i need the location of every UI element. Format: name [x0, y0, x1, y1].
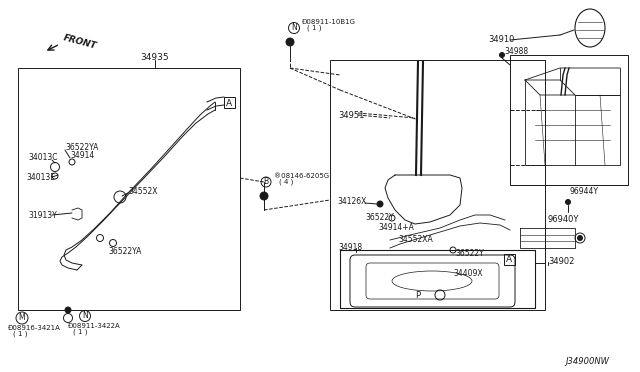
Bar [18, 68, 240, 310]
Text: 31913Y: 31913Y [28, 211, 57, 219]
Text: ( 1 ): ( 1 ) [307, 25, 321, 31]
Text: 34935: 34935 [141, 54, 170, 62]
Text: 34910: 34910 [488, 35, 515, 45]
Circle shape [286, 38, 294, 46]
Text: 34951: 34951 [338, 110, 364, 119]
Text: A: A [506, 254, 512, 263]
Circle shape [65, 307, 71, 313]
Text: 36522YA: 36522YA [65, 144, 99, 153]
Text: 34126X: 34126X [337, 198, 366, 206]
Text: 34552X: 34552X [128, 187, 157, 196]
Text: 34988: 34988 [504, 48, 528, 57]
Text: 36522Y: 36522Y [455, 250, 484, 259]
Text: B: B [264, 177, 269, 186]
Text: ®08146-6205G: ®08146-6205G [274, 173, 329, 179]
Text: 34918: 34918 [338, 244, 362, 253]
Text: A: A [226, 99, 232, 108]
Text: ( 1 ): ( 1 ) [13, 331, 28, 337]
Text: 34914+A: 34914+A [378, 224, 414, 232]
Text: N: N [291, 23, 297, 32]
Text: Ð08911-10B1G: Ð08911-10B1G [302, 19, 356, 25]
Circle shape [377, 201, 383, 207]
Text: ( 1 ): ( 1 ) [73, 329, 88, 335]
Bar [510, 55, 628, 185]
Text: 34902: 34902 [548, 257, 574, 266]
Text: Ð08911-3422A: Ð08911-3422A [68, 323, 121, 329]
Bar [504, 254, 515, 265]
Text: ( 4 ): ( 4 ) [279, 179, 293, 185]
Text: 36522YA: 36522YA [108, 247, 141, 257]
Circle shape [566, 199, 570, 205]
Text: Ð08916-3421A: Ð08916-3421A [8, 325, 61, 331]
Text: 96944Y: 96944Y [570, 187, 599, 196]
Text: M: M [19, 314, 26, 323]
Text: 96940Y: 96940Y [548, 215, 579, 224]
Circle shape [499, 52, 504, 58]
Text: J34900NW: J34900NW [565, 357, 609, 366]
Text: 34013C: 34013C [28, 154, 58, 163]
Circle shape [260, 192, 268, 200]
Text: 36522Y: 36522Y [365, 214, 394, 222]
Bar [224, 97, 235, 108]
Text: 34409X: 34409X [453, 269, 483, 278]
Bar [330, 60, 545, 310]
Text: FRONT: FRONT [62, 33, 97, 51]
Circle shape [577, 235, 582, 241]
Text: 34552XA: 34552XA [398, 235, 433, 244]
Text: N: N [82, 311, 88, 321]
Text: P: P [415, 291, 420, 299]
Text: 34914: 34914 [70, 151, 94, 160]
Text: 34013E: 34013E [26, 173, 55, 182]
